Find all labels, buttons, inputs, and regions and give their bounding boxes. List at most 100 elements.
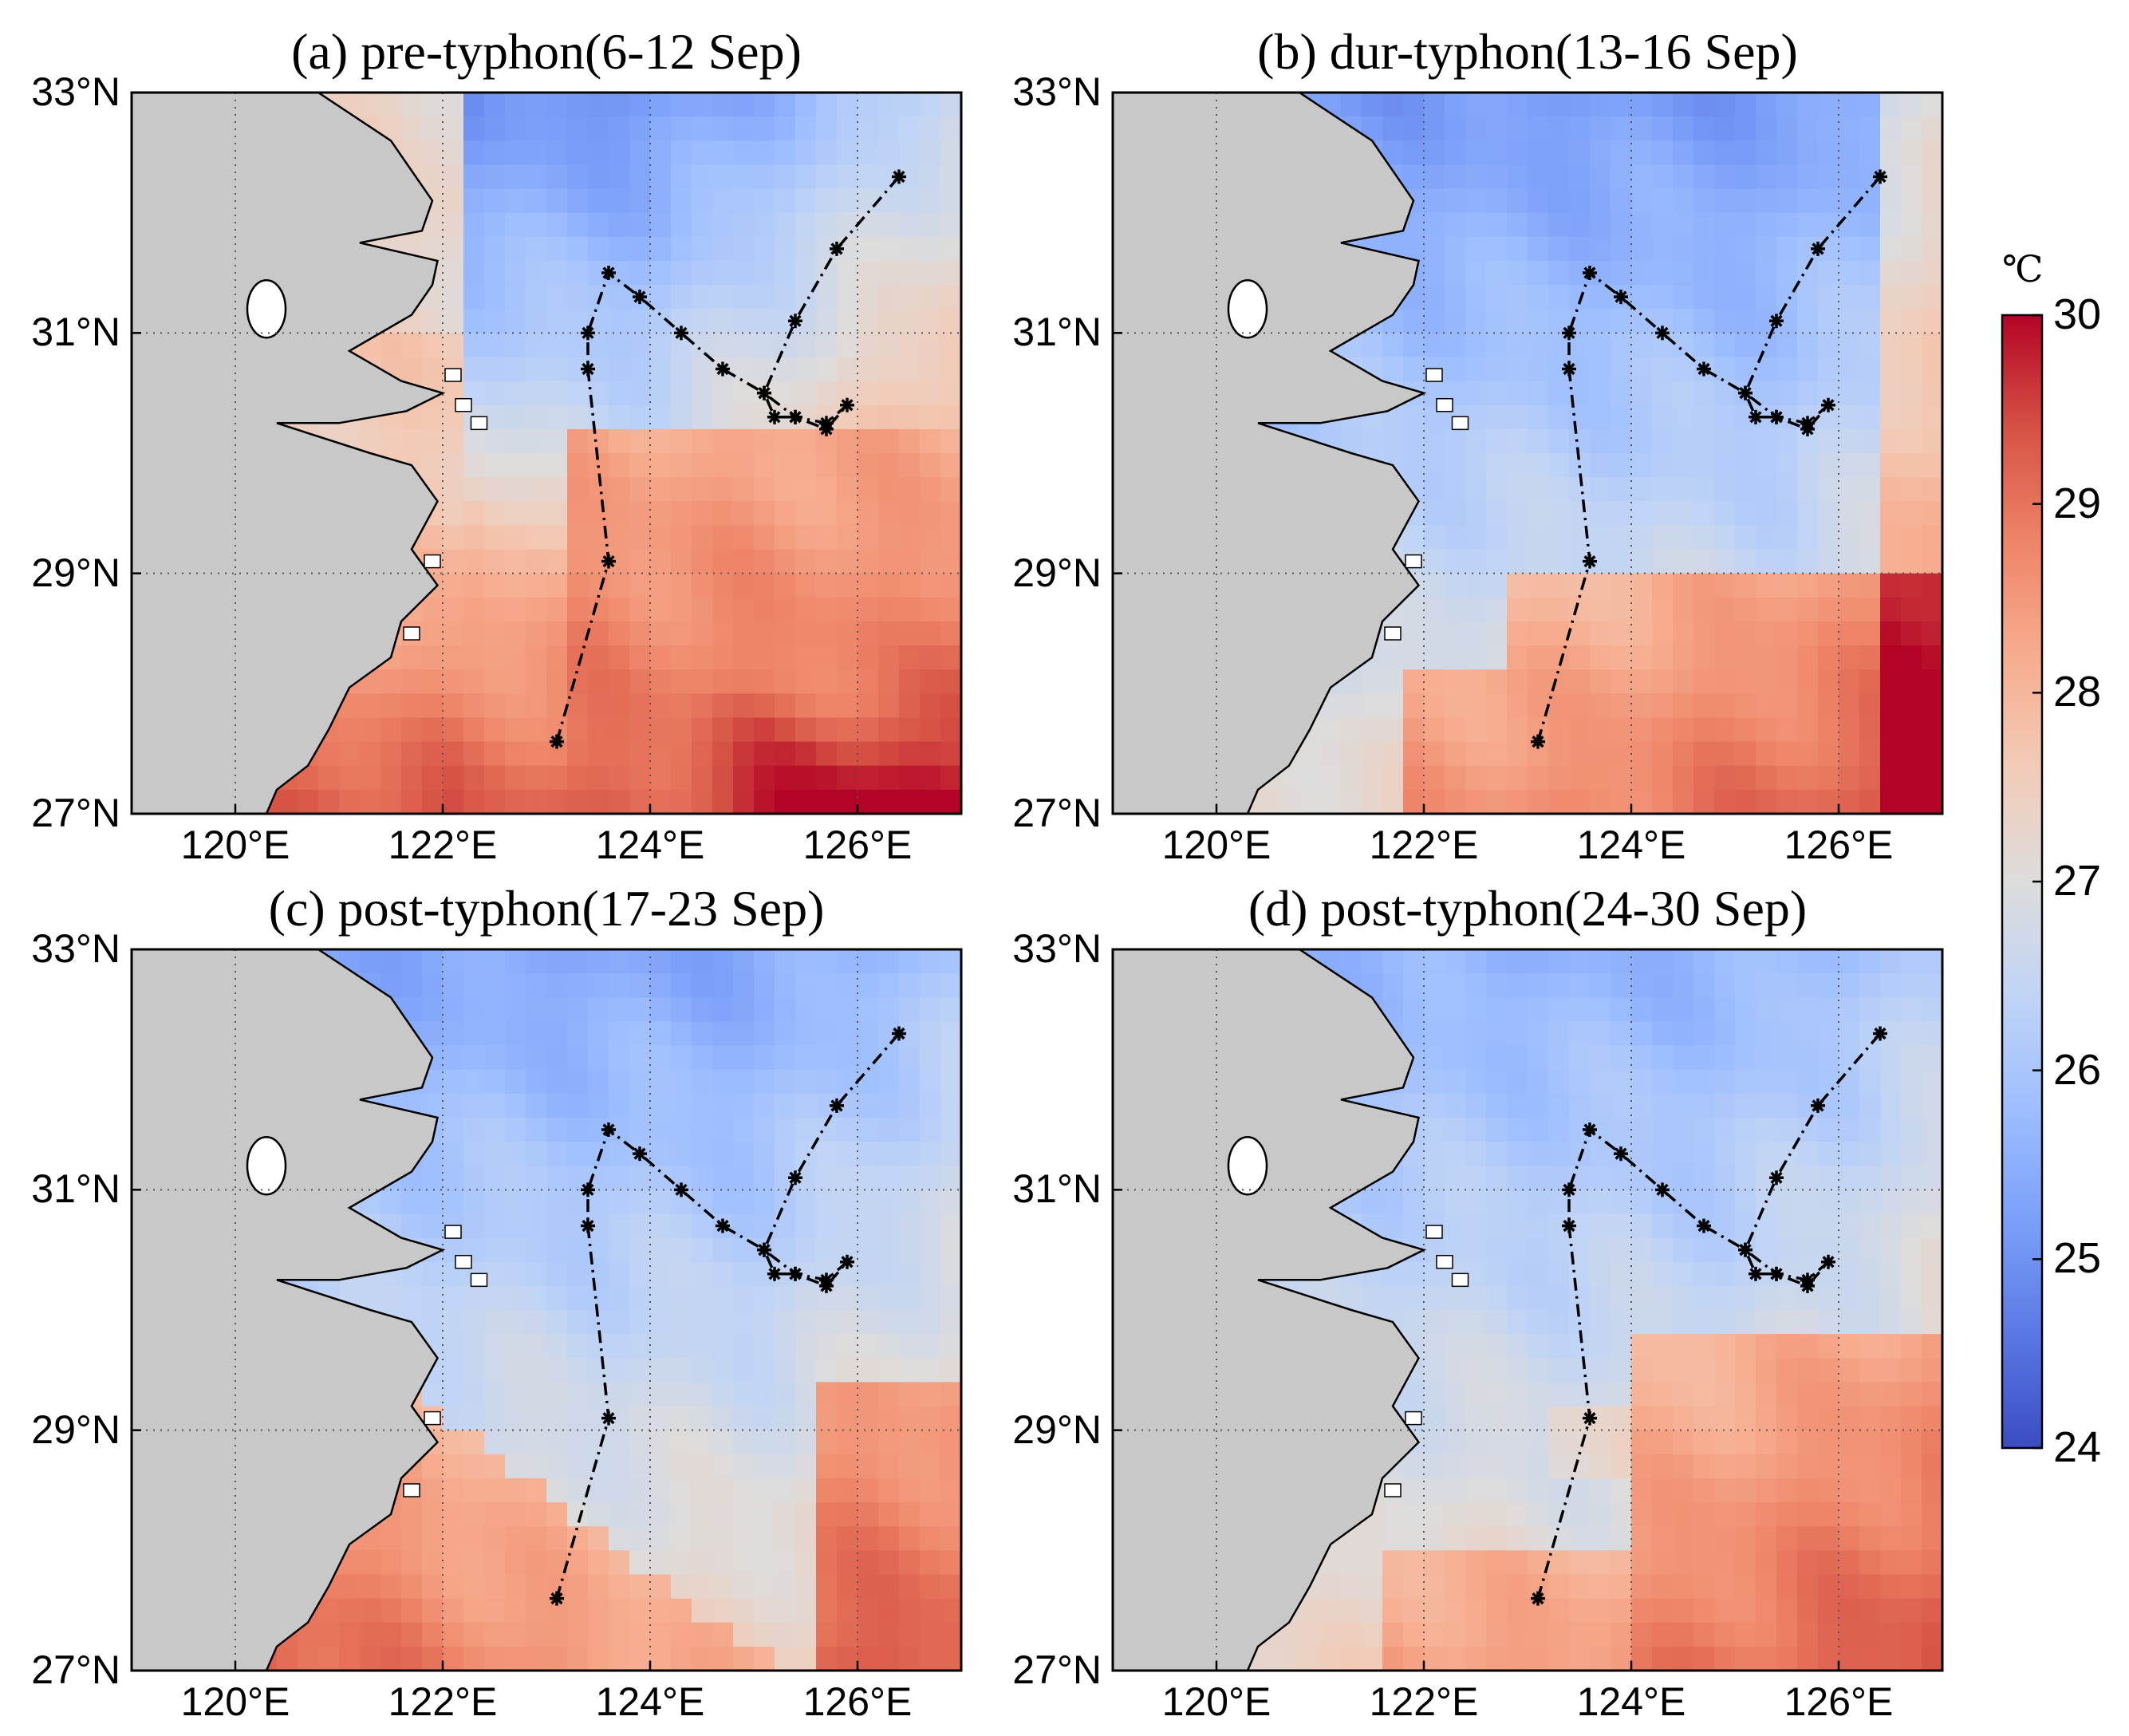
track-point-d-0 xyxy=(1531,1591,1545,1606)
track-point-d-3 xyxy=(1562,1182,1576,1197)
colorbar-tick-label-0: 24 xyxy=(2053,1423,2102,1471)
track-point-c-3 xyxy=(581,1182,595,1197)
ytick-label-a-3: 33°N xyxy=(31,69,120,114)
track-point-d-4 xyxy=(1583,1122,1597,1137)
island-d-2 xyxy=(1425,1225,1443,1239)
track-point-d-17 xyxy=(1811,1098,1825,1113)
track-point-b-9 xyxy=(1749,409,1763,424)
track-point-a-15 xyxy=(757,385,771,400)
track-point-a-2 xyxy=(581,361,595,377)
track-point-b-15 xyxy=(1738,385,1752,400)
land-b xyxy=(1113,93,1427,814)
grid-a xyxy=(132,93,961,814)
track-point-a-9 xyxy=(767,409,782,424)
track-point-a-4 xyxy=(601,266,616,280)
typhoon-track-d xyxy=(1531,1026,1887,1606)
track-point-b-6 xyxy=(1655,326,1670,341)
island-a-3 xyxy=(424,554,441,569)
island-c-2 xyxy=(444,1225,462,1239)
xtick-label-b-0: 120°E xyxy=(1161,823,1271,867)
track-point-b-18 xyxy=(1873,169,1887,184)
ytick-label-d-2: 31°N xyxy=(1012,1166,1102,1212)
track-point-c-14 xyxy=(788,1266,802,1281)
map-panel-a xyxy=(130,91,963,815)
xtick-label-a-1: 122°E xyxy=(388,823,498,867)
panel-b-title: (b) dur-typhon(13-16 Sep) xyxy=(1257,23,1798,80)
track-point-b-16 xyxy=(1769,314,1784,329)
grid-d xyxy=(1113,949,1942,1671)
typhoon-track-b xyxy=(1531,169,1887,749)
frame-b xyxy=(1111,91,1944,815)
track-point-b-3 xyxy=(1562,326,1576,341)
track-point-c-1 xyxy=(601,1410,616,1426)
track-point-c-4 xyxy=(601,1122,616,1137)
xtick-label-b-2: 124°E xyxy=(1576,823,1686,867)
track-point-d-16 xyxy=(1769,1170,1784,1186)
track-point-c-16 xyxy=(788,1170,802,1186)
colorbar xyxy=(2001,314,2044,1450)
island-d-4 xyxy=(1384,1483,1402,1497)
track-point-d-1 xyxy=(1583,1410,1597,1426)
colorbar-tick-label-5: 29 xyxy=(2053,479,2102,527)
track-point-c-6 xyxy=(674,1182,688,1197)
track-point-a-14 xyxy=(788,409,802,424)
track-point-b-13 xyxy=(1800,416,1815,431)
colorbar-tick-label-4: 28 xyxy=(2053,668,2102,716)
ytick-label-c-3: 33°N xyxy=(31,926,120,971)
track-point-c-5 xyxy=(633,1146,647,1162)
colorbar-unit-label: ℃ xyxy=(2002,249,2044,290)
lake-a xyxy=(246,278,287,339)
typhoon-track-c xyxy=(550,1026,906,1606)
track-point-a-0 xyxy=(550,734,564,749)
frame-d xyxy=(1111,948,1944,1672)
ytick-label-c-1: 29°N xyxy=(31,1407,120,1452)
ytick-label-c-2: 31°N xyxy=(31,1166,120,1212)
track-point-a-13 xyxy=(819,416,834,431)
map-panel-c xyxy=(130,948,963,1672)
frame-c xyxy=(130,948,963,1672)
grid-c xyxy=(132,949,961,1671)
island-b-3 xyxy=(1405,554,1422,569)
xtick-label-a-2: 124°E xyxy=(595,823,705,867)
island-b-1 xyxy=(1451,416,1469,431)
colorbar-tick-label-6: 30 xyxy=(2053,290,2102,338)
xtick-label-d-3: 126°E xyxy=(1784,1679,1894,1724)
xtick-label-b-1: 122°E xyxy=(1369,823,1479,867)
map-panel-b xyxy=(1111,91,1944,815)
track-point-d-13 xyxy=(1800,1272,1815,1288)
xtick-label-c-3: 126°E xyxy=(802,1679,913,1724)
xtick-label-d-2: 124°E xyxy=(1576,1679,1686,1724)
track-point-b-7 xyxy=(1697,361,1711,377)
track-point-c-13 xyxy=(819,1272,834,1288)
track-point-a-16 xyxy=(788,314,802,329)
track-point-a-17 xyxy=(830,241,844,256)
island-b-0 xyxy=(1436,397,1453,412)
track-point-b-14 xyxy=(1769,409,1784,424)
land-d xyxy=(1113,949,1427,1671)
island-c-1 xyxy=(470,1272,488,1288)
ytick-label-d-3: 33°N xyxy=(1012,926,1102,971)
lake-d xyxy=(1227,1135,1268,1196)
map-panel-d xyxy=(1111,948,1944,1672)
ytick-label-a-1: 29°N xyxy=(31,550,120,595)
island-a-4 xyxy=(403,626,420,641)
track-point-b-12 xyxy=(1821,397,1835,412)
xtick-label-d-0: 120°E xyxy=(1161,1679,1271,1724)
track-point-c-17 xyxy=(830,1098,844,1113)
map-body-a xyxy=(132,93,961,814)
track-point-a-5 xyxy=(633,290,647,305)
track-point-a-7 xyxy=(716,361,730,377)
track-point-d-14 xyxy=(1769,1266,1784,1281)
island-b-2 xyxy=(1425,368,1443,382)
track-point-c-9 xyxy=(767,1266,782,1281)
track-point-c-18 xyxy=(892,1026,906,1041)
ytick-label-b-0: 27°N xyxy=(1012,791,1102,835)
lake-b xyxy=(1227,278,1268,339)
island-a-0 xyxy=(455,397,472,412)
track-point-d-9 xyxy=(1749,1266,1763,1281)
island-d-3 xyxy=(1405,1410,1422,1426)
ytick-label-b-1: 29°N xyxy=(1012,550,1102,595)
panel-c-title: (c) post-typhon(17-23 Sep) xyxy=(268,880,825,937)
track-point-d-15 xyxy=(1738,1242,1752,1257)
